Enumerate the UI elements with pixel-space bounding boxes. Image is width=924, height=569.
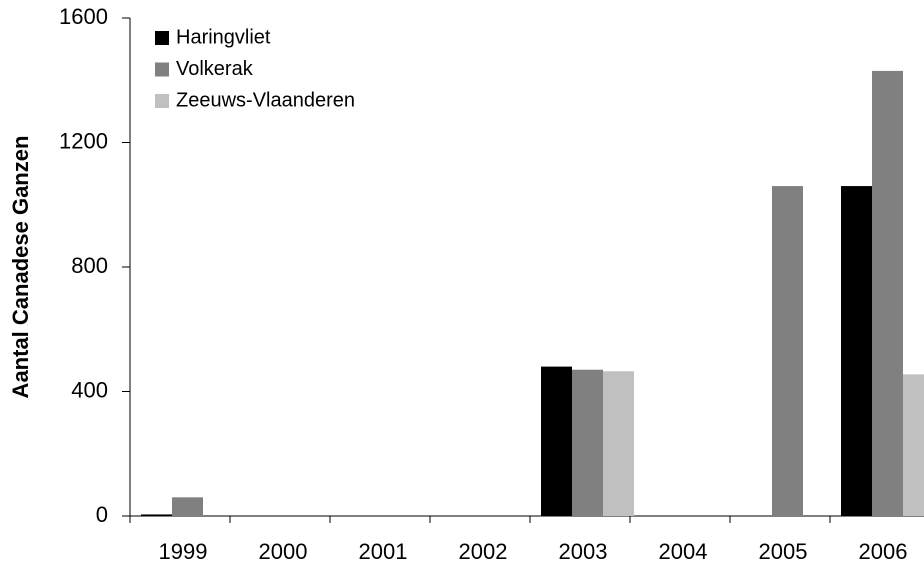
y-tick-label: 1600: [59, 4, 108, 29]
bar: [772, 186, 803, 516]
x-tick-label: 2006: [859, 539, 908, 564]
x-tick-label: 2000: [259, 539, 308, 564]
x-tick-label: 1999: [159, 539, 208, 564]
x-tick-label: 2001: [359, 539, 408, 564]
x-tick-label: 2004: [659, 539, 708, 564]
bar: [841, 186, 872, 516]
bar: [903, 374, 924, 516]
legend-swatch: [155, 62, 169, 77]
bar: [572, 369, 603, 516]
bar: [872, 70, 903, 516]
x-tick-label: 2003: [559, 539, 608, 564]
bar: [141, 514, 172, 516]
legend-label: Volkerak: [176, 58, 254, 80]
y-axis-label: Aantal Canadese Ganzen: [8, 136, 33, 399]
legend-label: Zeeuws-Vlaanderen: [176, 89, 355, 111]
x-tick-label: 2005: [759, 539, 808, 564]
x-tick-label: 2002: [459, 539, 508, 564]
y-tick-label: 0: [96, 502, 108, 527]
bar: [603, 371, 634, 516]
y-tick-label: 800: [71, 253, 108, 278]
legend-swatch: [155, 94, 169, 108]
bar: [172, 497, 203, 516]
legend-swatch: [155, 31, 169, 45]
y-tick-label: 400: [71, 377, 108, 402]
y-tick-label: 1200: [59, 128, 108, 153]
legend-label: Haringvliet: [176, 26, 271, 48]
bar: [541, 366, 572, 516]
